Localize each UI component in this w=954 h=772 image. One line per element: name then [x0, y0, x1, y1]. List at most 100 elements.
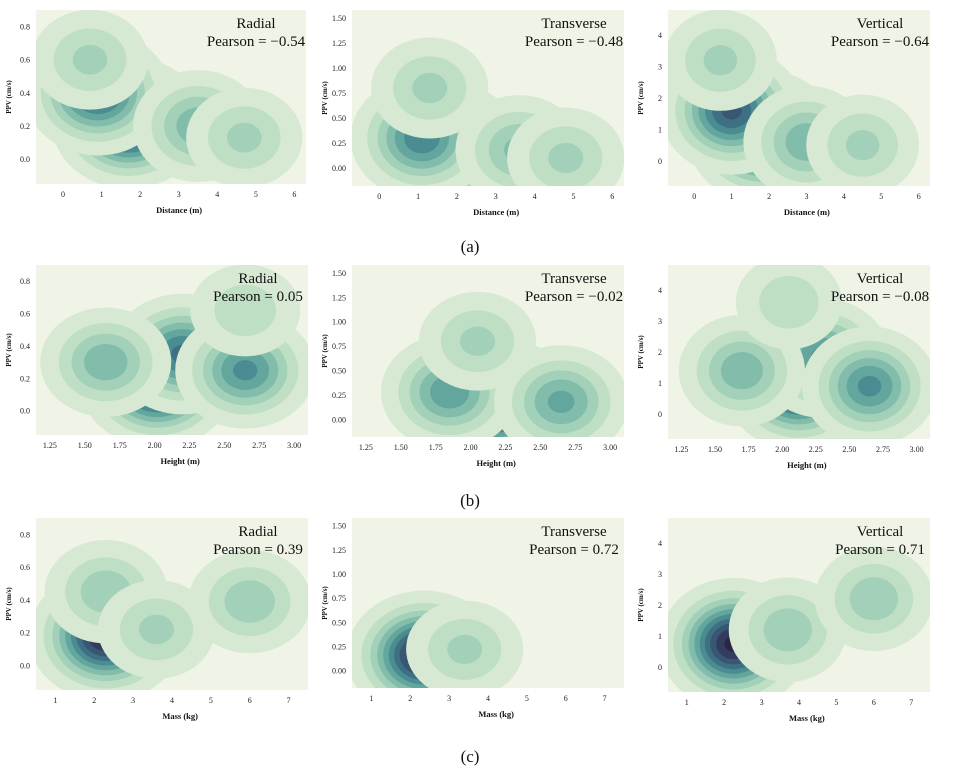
x-tick-label: 1.25: [359, 443, 373, 452]
x-tick-label: 1.75: [429, 443, 443, 452]
pearson-annotation: Pearson = −0.64: [831, 34, 930, 50]
x-tick-label: 2.00: [775, 445, 789, 454]
x-tick-label: 2.25: [809, 445, 823, 454]
x-tick-label: 2: [455, 192, 459, 201]
x-tick-label: 3: [760, 698, 764, 707]
y-tick-label: 0.8: [20, 277, 30, 286]
y-tick-label: 1.00: [332, 318, 346, 327]
y-tick-label: 2: [658, 348, 662, 357]
pearson-annotation: Pearson = 0.05: [213, 289, 303, 305]
x-axis-label: Mass (kg): [789, 713, 825, 723]
x-tick-label: 0: [61, 190, 65, 199]
x-tick-label: 3: [805, 192, 809, 201]
density-contours: [352, 37, 624, 186]
density-contours: [668, 10, 920, 186]
y-tick-label: 0.2: [20, 374, 30, 383]
x-tick-label: 1.50: [394, 443, 408, 452]
x-tick-label: 2.50: [842, 445, 856, 454]
pearson-annotation: Pearson = −0.48: [525, 34, 623, 50]
y-tick-label: 0.4: [20, 89, 30, 98]
x-tick-label: 2.25: [498, 443, 512, 452]
y-tick-label: 0.2: [20, 122, 30, 131]
y-tick-label: 0.8: [20, 530, 30, 539]
pearson-annotation: Pearson = −0.54: [207, 34, 306, 50]
x-tick-label: 7: [287, 696, 291, 705]
y-tick-label: 0.8: [20, 23, 30, 32]
y-tick-label: 0: [658, 410, 662, 419]
density-contours: [40, 265, 308, 435]
x-tick-label: 3: [177, 190, 181, 199]
y-axis-label: PPV (cm/s): [637, 335, 645, 369]
x-tick-label: 1: [53, 696, 57, 705]
y-tick-label: 1.00: [332, 570, 346, 579]
x-tick-label: 1: [685, 698, 689, 707]
x-tick-label: 3.00: [910, 445, 924, 454]
x-axis-label: Mass (kg): [162, 711, 198, 721]
y-tick-label: 0.0: [20, 661, 30, 670]
x-axis-label: Distance (m): [784, 207, 830, 217]
y-tick-label: 4: [658, 286, 662, 295]
y-tick-label: 0.6: [20, 563, 30, 572]
y-tick-label: 0.6: [20, 56, 30, 65]
x-tick-label: 6: [292, 190, 296, 199]
x-tick-label: 4: [797, 698, 801, 707]
caption-c: (c): [461, 747, 480, 766]
x-tick-label: 2.75: [876, 445, 890, 454]
x-tick-label: 1.25: [674, 445, 688, 454]
x-tick-label: 6: [917, 192, 921, 201]
y-axis-label: PPV (cm/s): [5, 80, 13, 114]
density-contour-mode2-level3: [447, 634, 483, 664]
x-tick-label: 1.75: [742, 445, 756, 454]
y-tick-label: 1.50: [332, 522, 346, 531]
y-tick-label: 0.50: [332, 114, 346, 123]
density-contours: [380, 291, 624, 437]
x-tick-label: 2.75: [568, 443, 582, 452]
panel-title: Vertical: [857, 271, 904, 287]
x-tick-label: 3: [494, 192, 498, 201]
x-axis-label: Height (m): [476, 458, 516, 468]
y-tick-label: 0: [658, 157, 662, 166]
x-tick-label: 2.00: [464, 443, 478, 452]
x-tick-label: 2: [408, 694, 412, 703]
y-tick-label: 0.25: [332, 391, 346, 400]
y-tick-label: 0.00: [332, 164, 346, 173]
y-tick-label: 0.25: [332, 139, 346, 148]
y-tick-label: 1: [658, 632, 662, 641]
y-tick-label: 0.50: [332, 367, 346, 376]
caption-a: (a): [461, 237, 480, 256]
y-tick-label: 0.4: [20, 596, 30, 605]
y-tick-label: 1.50: [332, 14, 346, 23]
x-axis-label: Distance (m): [156, 205, 202, 215]
panel-title: Vertical: [857, 524, 904, 540]
x-tick-label: 1: [100, 190, 104, 199]
pearson-annotation: Pearson = −0.02: [525, 289, 623, 305]
y-tick-label: 0.2: [20, 629, 30, 638]
x-tick-label: 6: [564, 694, 568, 703]
y-axis-label: PPV (cm/s): [5, 587, 13, 621]
y-tick-label: 0: [658, 663, 662, 672]
y-tick-label: 0.00: [332, 667, 346, 676]
panel-title: Transverse: [541, 16, 607, 32]
x-tick-label: 5: [834, 698, 838, 707]
y-tick-label: 3: [658, 570, 662, 579]
density-contours: [668, 546, 930, 692]
x-tick-label: 4: [215, 190, 219, 199]
density-contour-mode3-level3: [849, 577, 899, 621]
panel-b-3: 1.25 1.50 1.75 2.00 2.25 2.50 2.75 3.00 0 1 2 3 4 Hei…: [637, 265, 930, 470]
x-axis-label: Height (m): [160, 456, 200, 466]
y-tick-label: 1.25: [332, 546, 346, 555]
y-tick-label: 1.25: [332, 293, 346, 302]
density-contour-mode5-level3: [226, 122, 262, 153]
density-contour-mode5-level3: [548, 142, 584, 174]
panel-c-3: 1 2 3 4 5 6 7 0 1 2 3 4 Mass (kg) PPV (cm/s) Vertical P…: [637, 518, 930, 723]
x-axis-label: Mass (kg): [478, 709, 514, 719]
x-tick-label: 1.75: [113, 441, 127, 450]
x-tick-label: 7: [603, 694, 607, 703]
y-tick-label: 2: [658, 94, 662, 103]
x-tick-label: 4: [486, 694, 490, 703]
density-contour-mode3-level3: [138, 614, 174, 645]
y-tick-label: 0.75: [332, 342, 346, 351]
y-axis-label: PPV (cm/s): [321, 334, 329, 368]
panel-b-2: 1.25 1.50 1.75 2.00 2.25 2.50 2.75 3.00 0.00 0.25…: [321, 265, 624, 468]
